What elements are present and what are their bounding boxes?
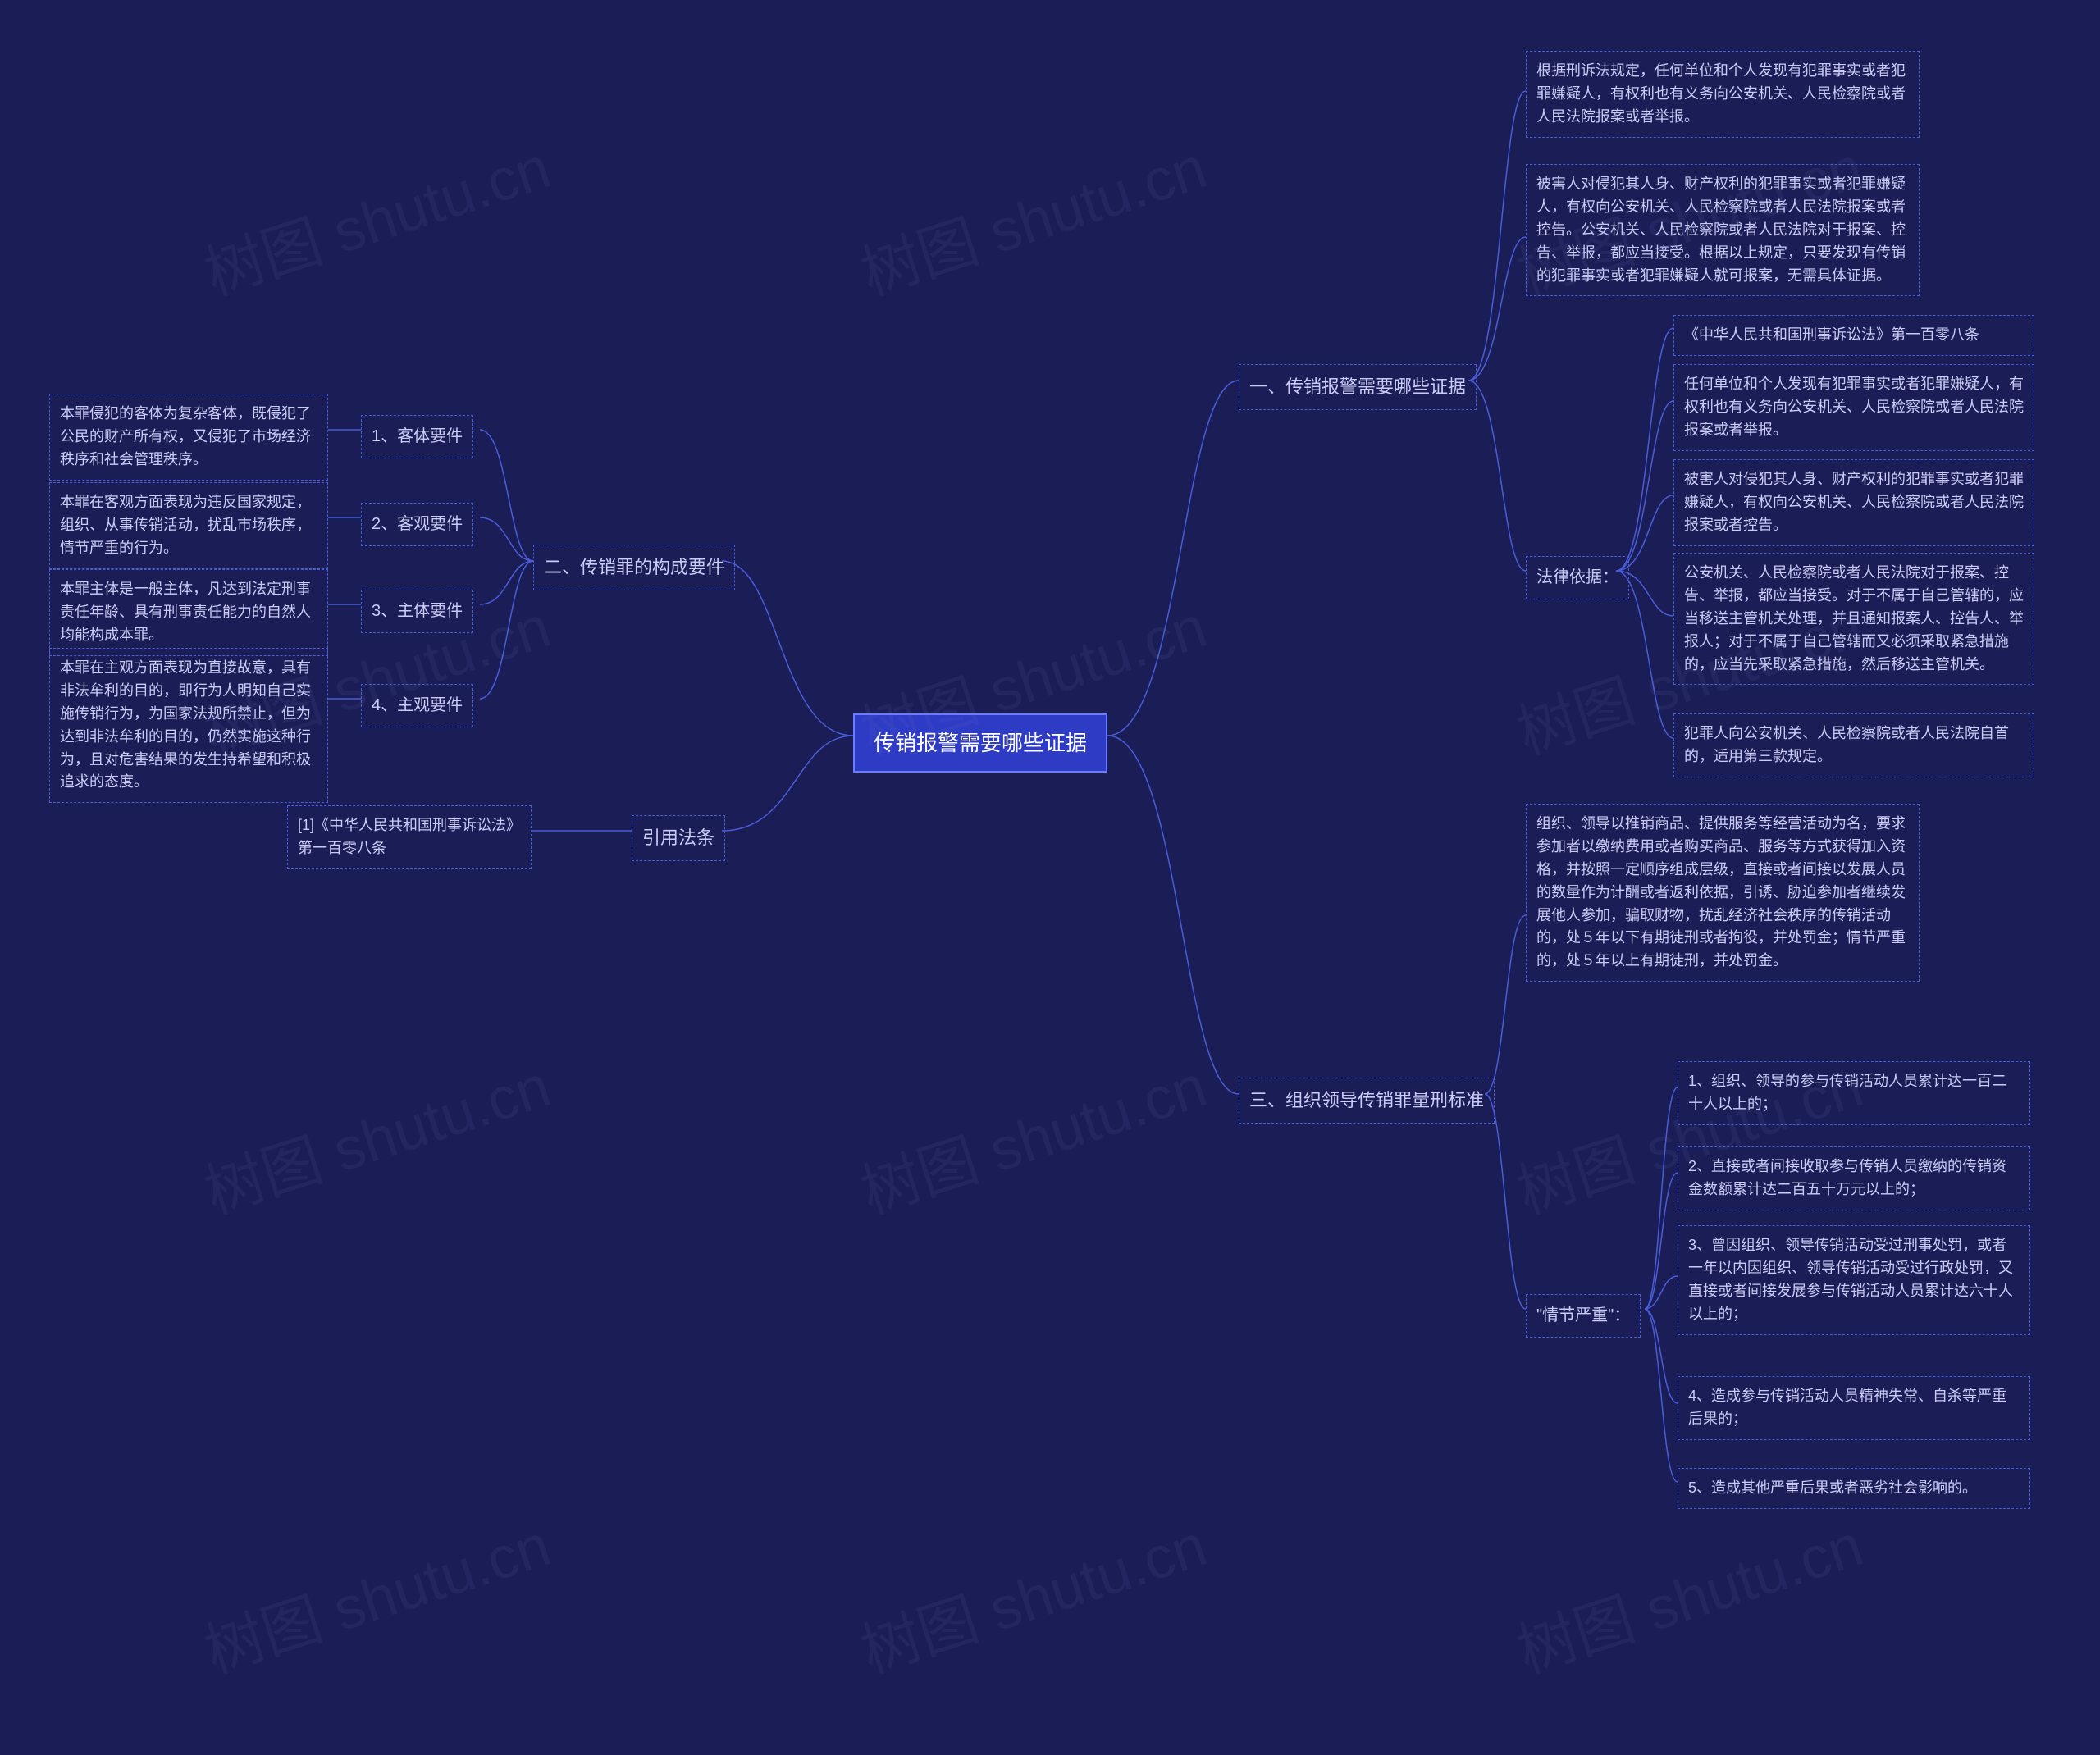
l2-1-label[interactable]: 1、客体要件 [361,415,473,458]
l2-3-text: 本罪主体是一般主体，凡达到法定刑事责任年龄、具有刑事责任能力的自然人均能构成本罪… [49,569,328,656]
watermark: 树图 shutu.cn [192,1037,559,1230]
r1-law-a: 《中华人民共和国刑事诉讼法》第一百零八条 [1673,315,2034,356]
watermark: 树图 shutu.cn [848,1037,1215,1230]
r1-text-b: 被害人对侵犯其人身、财产权利的犯罪事实或者犯罪嫌疑人，有权向公安机关、人民检察院… [1526,164,1920,296]
r3-sv-5: 5、造成其他严重后果或者恶劣社会影响的。 [1678,1468,2030,1509]
r1-law-b: 任何单位和个人发现有犯罪事实或者犯罪嫌疑人，有权利也有义务向公安机关、人民检察院… [1673,364,2034,451]
cite-text: [1]《中华人民共和国刑事诉讼法》 第一百零八条 [287,805,532,869]
r3-sv-label[interactable]: "情节严重"： [1526,1294,1641,1338]
branch-1[interactable]: 一、传销报警需要哪些证据 [1239,364,1477,410]
r1-law-label[interactable]: 法律依据： [1526,556,1629,599]
l2-2-text: 本罪在客观方面表现为违反国家规定，组织、从事传销活动，扰乱市场秩序，情节严重的行… [49,482,328,569]
r1-law-e: 犯罪人向公安机关、人民检察院或者人民法院自首的，适用第三款规定。 [1673,713,2034,777]
l2-4-label[interactable]: 4、主观要件 [361,684,473,727]
l2-4-text: 本罪在主观方面表现为直接故意，具有非法牟利的目的，即行为人明知自己实施传销行为，… [49,648,328,803]
watermark: 树图 shutu.cn [192,1497,559,1689]
l2-1-text: 本罪侵犯的客体为复杂客体，既侵犯了公民的财产所有权，又侵犯了市场经济秩序和社会管… [49,394,328,481]
l2-2-label[interactable]: 2、客观要件 [361,503,473,546]
watermark: 树图 shutu.cn [192,119,559,312]
cite-label[interactable]: 引用法条 [632,815,725,861]
r3-sv-2: 2、直接或者间接收取参与传销人员缴纳的传销资金数额累计达二百五十万元以上的； [1678,1146,2030,1210]
r3-sv-4: 4、造成参与传销活动人员精神失常、自杀等严重后果的； [1678,1376,2030,1440]
l2-3-label[interactable]: 3、主体要件 [361,590,473,633]
mindmap-canvas: 传销报警需要哪些证据 一、传销报警需要哪些证据 根据刑诉法规定，任何单位和个人发… [0,0,2100,1755]
branch-2[interactable]: 二、传销罪的构成要件 [533,545,735,590]
r3-sv-3: 3、曾因组织、领导传销活动受过刑事处罚，或者一年以内因组织、领导传销活动受过行政… [1678,1225,2030,1335]
r1-law-c: 被害人对侵犯其人身、财产权利的犯罪事实或者犯罪嫌疑人，有权向公安机关、人民检察院… [1673,459,2034,546]
watermark: 树图 shutu.cn [848,119,1215,312]
branch-3[interactable]: 三、组织领导传销罪量刑标准 [1239,1078,1495,1124]
r1-law-d: 公安机关、人民检察院或者人民法院对于报案、控告、举报，都应当接受。对于不属于自己… [1673,553,2034,685]
r1-text-a: 根据刑诉法规定，任何单位和个人发现有犯罪事实或者犯罪嫌疑人，有权利也有义务向公安… [1526,51,1920,138]
watermark: 树图 shutu.cn [848,1497,1215,1689]
root-node[interactable]: 传销报警需要哪些证据 [853,713,1107,773]
watermark: 树图 shutu.cn [1504,1497,1871,1689]
r3-a: 组织、领导以推销商品、提供服务等经营活动为名，要求参加者以缴纳费用或者购买商品、… [1526,804,1920,982]
r3-sv-1: 1、组织、领导的参与传销活动人员累计达一百二十人以上的； [1678,1061,2030,1125]
